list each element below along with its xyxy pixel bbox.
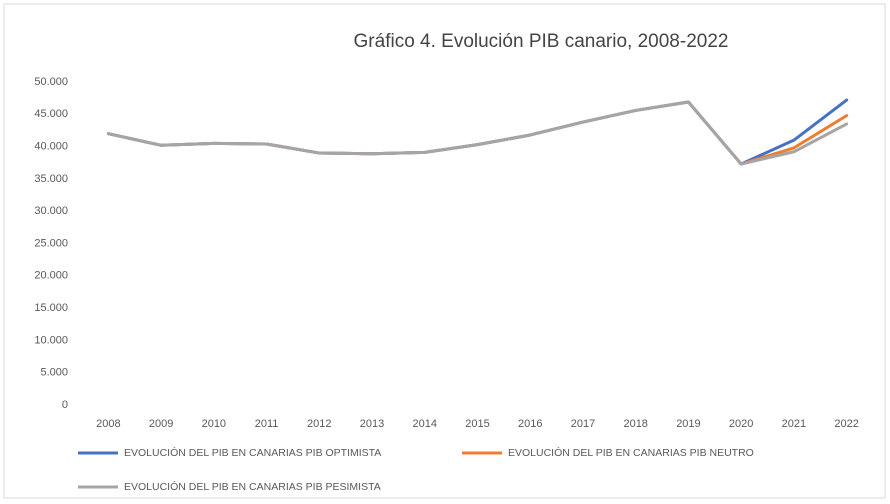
chart-title: Gráfico 4. Evolución PIB canario, 2008-2… — [354, 31, 729, 52]
x-tick-label: 2021 — [782, 418, 806, 430]
x-tick-label: 2012 — [307, 418, 331, 430]
chart-border — [3, 3, 886, 499]
x-tick-label: 2011 — [255, 418, 279, 430]
y-tick-label: 30.000 — [34, 205, 68, 217]
y-tick-label: 10.000 — [34, 334, 68, 346]
legend-label: EVOLUCIÓN DEL PIB EN CANARIAS PIB PESIMI… — [124, 480, 381, 493]
x-tick-label: 2017 — [571, 418, 595, 430]
y-tick-label: 25.000 — [34, 237, 68, 249]
x-tick-label: 2016 — [518, 418, 542, 430]
y-tick-label: 50.000 — [34, 76, 68, 88]
series-line — [106, 100, 849, 166]
y-tick-label: 5.000 — [40, 367, 68, 379]
x-tick-label: 2019 — [676, 418, 700, 430]
legend-label: EVOLUCIÓN DEL PIB EN CANARIAS PIB NEUTRO — [508, 446, 754, 459]
x-tick-label: 2022 — [834, 418, 858, 430]
y-tick-label: 35.000 — [34, 173, 68, 185]
y-tick-label: 20.000 — [34, 270, 68, 282]
y-tick-label: 0 — [62, 399, 68, 411]
x-tick-label: 2015 — [465, 418, 489, 430]
x-tick-label: 2020 — [729, 418, 753, 430]
y-tick-label: 45.000 — [34, 108, 68, 120]
legend-label: EVOLUCIÓN DEL PIB EN CANARIAS PIB OPTIMI… — [124, 446, 381, 459]
y-tick-label: 40.000 — [34, 141, 68, 153]
x-tick-label: 2009 — [149, 418, 173, 430]
x-tick-label: 2014 — [413, 418, 437, 430]
x-tick-label: 2013 — [360, 418, 384, 430]
x-tick-label: 2008 — [96, 418, 120, 430]
x-tick-label: 2018 — [623, 418, 647, 430]
x-tick-label: 2010 — [202, 418, 226, 430]
y-tick-label: 15.000 — [34, 302, 68, 314]
